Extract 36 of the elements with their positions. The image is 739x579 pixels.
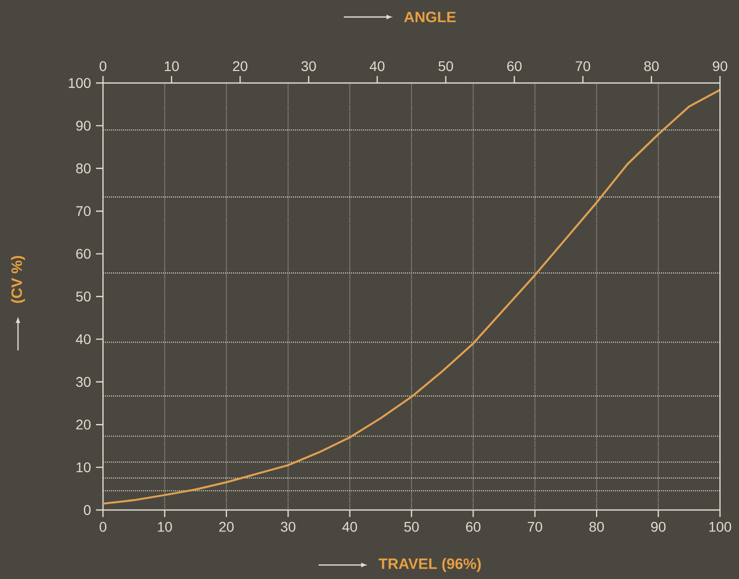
x2-tick-label: 80 (644, 61, 659, 72)
x2-tick-label: 60 (507, 61, 522, 72)
x2-tick-label: 20 (233, 61, 248, 72)
y-tick-label: 20 (76, 420, 91, 430)
x-tick-label: 10 (158, 522, 172, 532)
x-tick-label: 0 (100, 522, 106, 532)
x-tick-label: 50 (404, 522, 419, 532)
line-series (103, 88, 720, 505)
x-tick-label: 60 (466, 522, 480, 532)
x-tick-label: 100 (709, 522, 732, 532)
y-axis-title: (CV %) (11, 256, 25, 303)
x-axis-title: TRAVEL (96%) (378, 558, 481, 572)
x-tick-label: 80 (589, 522, 604, 532)
y-tick-label: 50 (76, 292, 91, 302)
y-tick-label: 0 (84, 505, 91, 515)
x-tick-label: 70 (528, 522, 542, 532)
y-tick-label: 10 (76, 462, 91, 472)
x2-tick-label: 70 (576, 61, 590, 72)
y-tick-label: 70 (76, 206, 91, 216)
x-tick-label: 40 (342, 522, 358, 532)
y-tick-label: 60 (76, 248, 91, 259)
x2-tick-label: 30 (301, 61, 316, 72)
y-tick-label: 30 (76, 376, 91, 387)
y-tick-label: 90 (76, 120, 91, 131)
x-tick-label: 20 (219, 522, 234, 532)
x2-tick-label: 40 (370, 61, 384, 72)
x-tick-label: 30 (280, 522, 296, 532)
y-tick-label: 100 (68, 78, 91, 88)
x2-tick-label: 90 (712, 61, 728, 72)
x2-tick-label: 0 (100, 61, 106, 72)
x2-axis-title: ANGLE (404, 12, 456, 22)
x2-tick-label: 10 (164, 61, 179, 72)
y-tick-label: 40 (76, 334, 91, 344)
x2-tick-label: 50 (438, 61, 454, 72)
y-tick-label: 80 (76, 163, 91, 174)
x-tick-label: 90 (651, 522, 666, 532)
